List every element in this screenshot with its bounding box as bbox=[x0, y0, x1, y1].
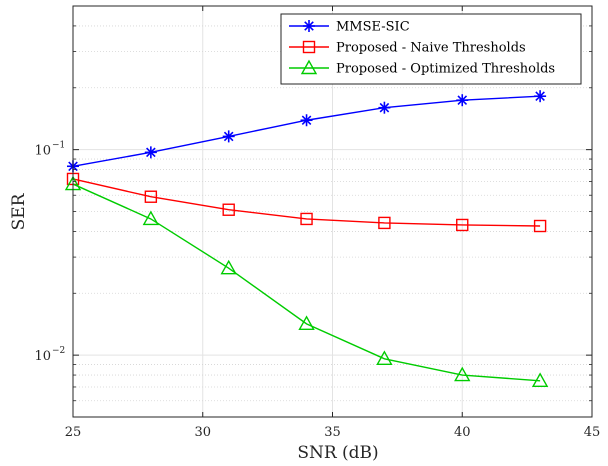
triangle-marker bbox=[142, 210, 160, 226]
square-marker bbox=[456, 218, 469, 232]
asterisk-marker bbox=[378, 101, 391, 114]
asterisk-stroke bbox=[379, 102, 390, 113]
legend-entry: MMSE-SIC bbox=[289, 20, 410, 35]
legend-label: Proposed - Optimized Thresholds bbox=[336, 62, 555, 77]
asterisk-marker bbox=[534, 90, 547, 103]
triangle-marker bbox=[298, 315, 315, 331]
x-tick-label: 25 bbox=[65, 425, 82, 440]
asterisk-stroke bbox=[304, 21, 314, 31]
series-layer bbox=[64, 90, 549, 388]
series-1 bbox=[66, 172, 547, 233]
x-tick-label: 45 bbox=[584, 425, 601, 440]
triangle-marker bbox=[300, 59, 318, 75]
series-0 bbox=[67, 90, 547, 173]
legend-label: MMSE-SIC bbox=[336, 20, 410, 35]
x-tick-label: 40 bbox=[454, 425, 471, 440]
square-marker bbox=[300, 212, 313, 226]
series-line bbox=[72, 178, 541, 227]
triangle-marker bbox=[531, 372, 549, 388]
square-marker bbox=[378, 216, 391, 230]
square-marker bbox=[533, 219, 547, 233]
y-axis-title: SER bbox=[9, 192, 29, 230]
asterisk-stroke bbox=[223, 131, 234, 142]
legend-entry: Proposed - Naive Thresholds bbox=[289, 41, 526, 56]
asterisk-stroke bbox=[146, 147, 156, 158]
asterisk-marker bbox=[456, 94, 469, 107]
triangle-marker bbox=[220, 259, 237, 275]
y-tick-exponent: −1 bbox=[52, 141, 65, 151]
asterisk-stroke bbox=[535, 91, 545, 102]
asterisk-marker bbox=[144, 146, 157, 159]
legend-box bbox=[280, 13, 582, 85]
asterisk-marker bbox=[303, 20, 315, 32]
square-marker bbox=[222, 203, 235, 216]
legend-entry: Proposed - Optimized Thresholds bbox=[289, 59, 555, 77]
x-axis-title: SNR (dB) bbox=[297, 443, 378, 463]
asterisk-marker bbox=[300, 114, 313, 127]
asterisk-stroke bbox=[301, 115, 312, 126]
x-tick-label: 35 bbox=[324, 425, 341, 440]
tick-marks bbox=[72, 5, 593, 418]
triangle-marker bbox=[376, 350, 393, 365]
series-line bbox=[72, 95, 541, 167]
triangle-marker bbox=[454, 366, 471, 382]
series-2 bbox=[64, 175, 549, 388]
y-tick-label: 10 bbox=[34, 144, 51, 159]
legend: MMSE-SIC Proposed - Naive Thresholds Propo… bbox=[280, 13, 582, 85]
square-marker bbox=[144, 190, 158, 203]
y-tick-label: 10 bbox=[34, 349, 51, 364]
x-tick-label: 30 bbox=[194, 425, 211, 440]
asterisk-stroke bbox=[457, 95, 468, 106]
series-line bbox=[72, 183, 541, 382]
legend-label: Proposed - Naive Thresholds bbox=[336, 41, 526, 56]
asterisk-marker bbox=[222, 130, 235, 143]
square-marker bbox=[302, 40, 316, 54]
y-tick-exponent: −2 bbox=[52, 346, 65, 356]
